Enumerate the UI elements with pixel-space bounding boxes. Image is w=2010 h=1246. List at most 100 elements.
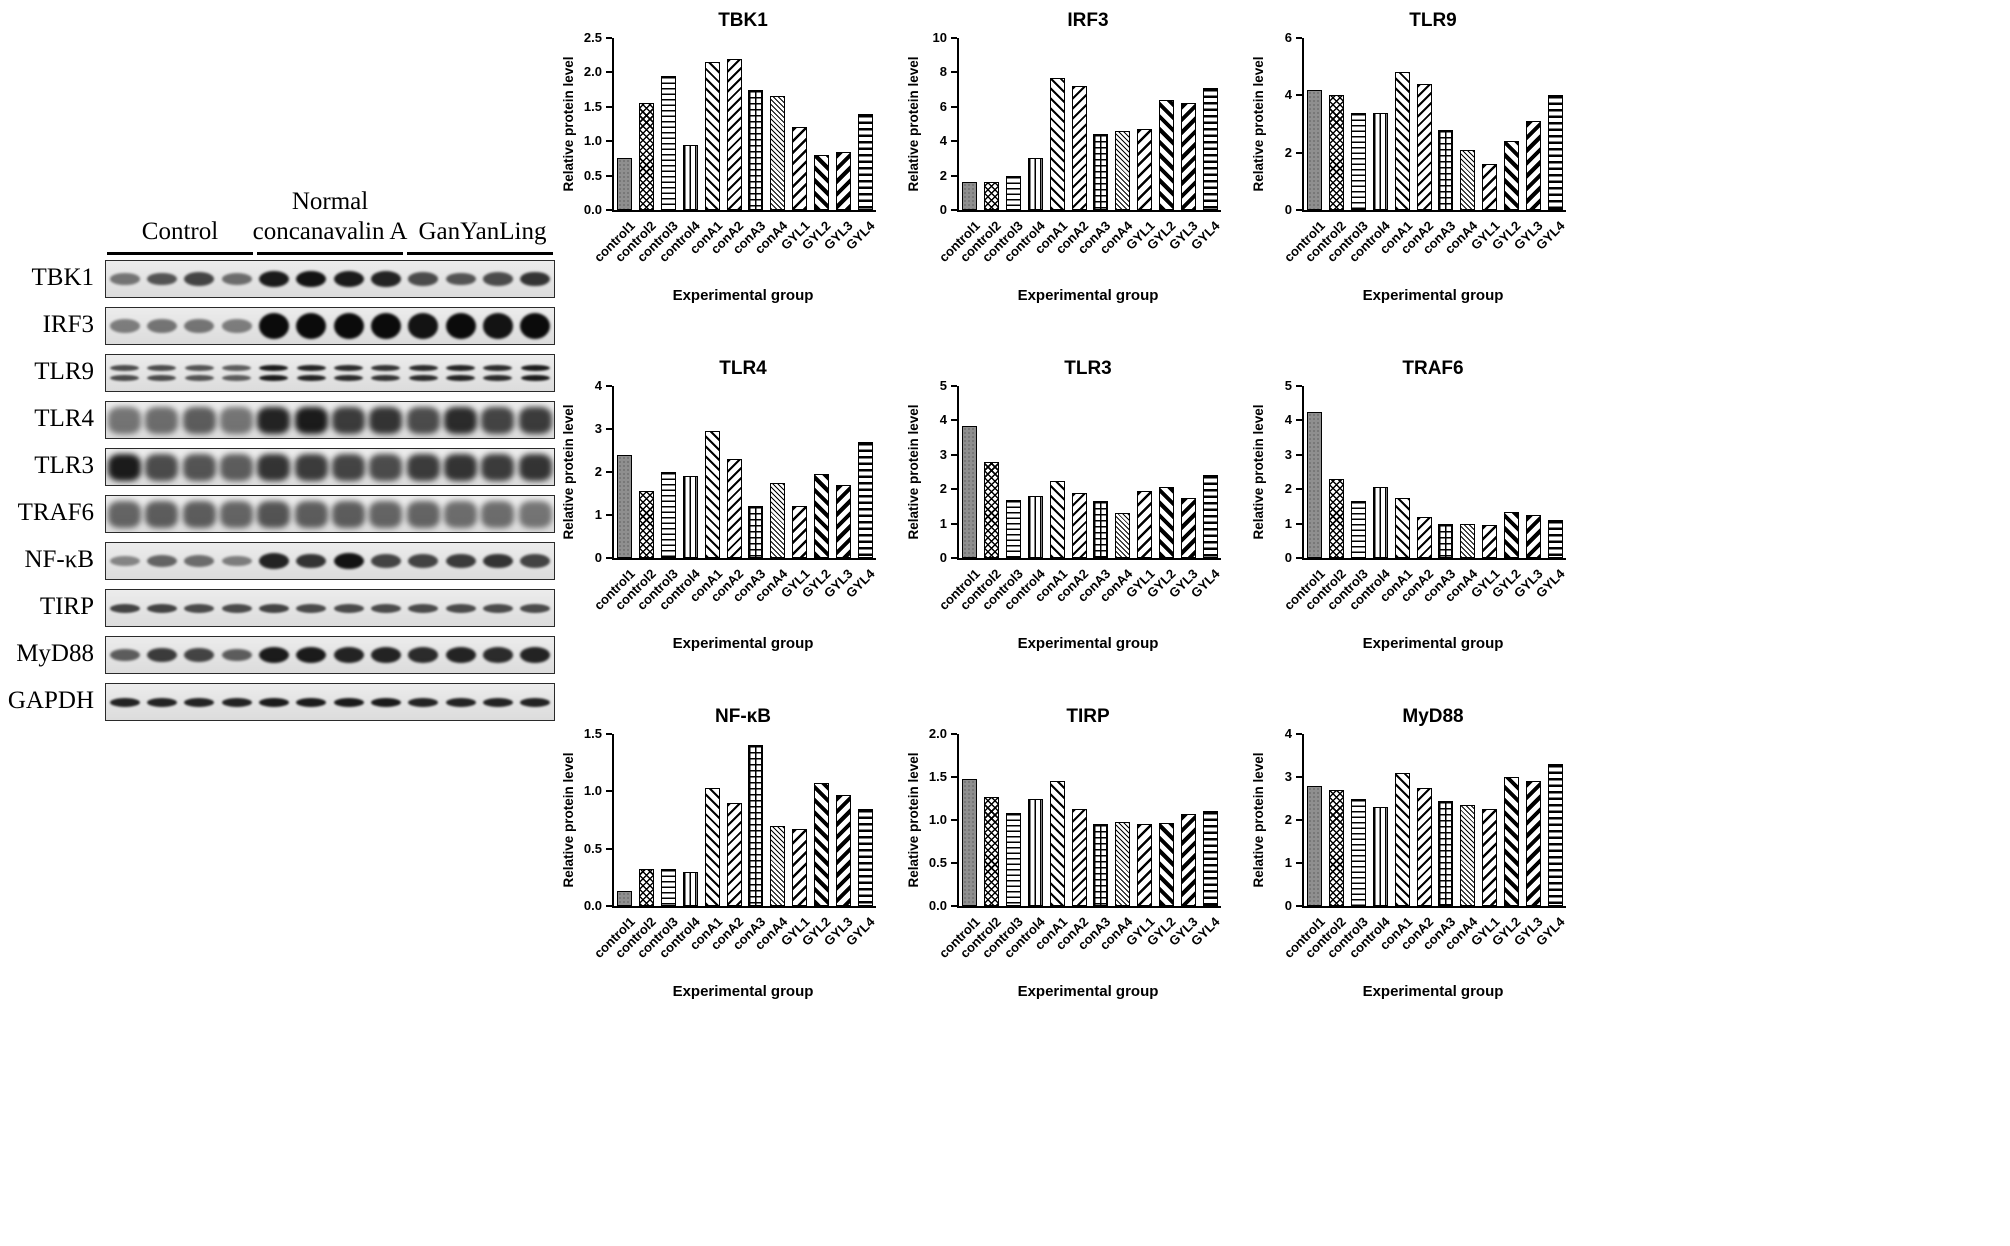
protein-band [444, 406, 478, 434]
blot-lane [255, 355, 292, 391]
protein-band [259, 375, 289, 381]
blot-lane [367, 496, 404, 532]
y-tick-mark [606, 471, 612, 473]
y-tick-mark [606, 557, 612, 559]
bar-GYL2 [1158, 487, 1174, 558]
bar-conA1 [1394, 72, 1410, 210]
blot-lane [405, 590, 442, 626]
protein-band [518, 500, 552, 528]
protein-band [221, 273, 252, 285]
blot-lane [218, 637, 255, 673]
y-tick-mark [1296, 385, 1302, 387]
blot-lane [143, 449, 180, 485]
protein-band [406, 500, 440, 528]
y-tick-label: 2.5 [583, 30, 602, 45]
bar-GYL2 [813, 783, 829, 906]
protein-band [370, 554, 401, 568]
blot-lane [405, 496, 442, 532]
blot-lane [106, 637, 143, 673]
bar-conA1 [1049, 781, 1065, 906]
bar-conA3 [1093, 824, 1109, 906]
y-tick-label: 1.5 [583, 98, 602, 114]
blot-lane [517, 308, 554, 344]
y-tick-mark [606, 71, 612, 74]
bar-control1 [617, 454, 633, 558]
y-tick-mark [1296, 419, 1302, 422]
y-tick-mark [951, 776, 957, 778]
chart-myd88: MyD88 Relative protein level 0 1 2 3 4 control1… [1245, 696, 1590, 1044]
blot-lane-strip [105, 354, 555, 392]
blot-lane [218, 543, 255, 579]
blot-lane [255, 543, 292, 579]
y-tick-mark [951, 71, 957, 74]
bar-control4 [1372, 487, 1388, 558]
y-tick-mark [951, 174, 957, 177]
y-tick-mark [951, 557, 957, 559]
blot-lane-strip [105, 495, 555, 533]
plot-area [957, 386, 1221, 560]
blot-lane-strip [105, 636, 555, 674]
protein-band [109, 555, 140, 567]
y-tick-mark [606, 847, 612, 850]
bar-GYL2 [1158, 822, 1174, 906]
blot-lane [367, 261, 404, 297]
blot-lane [405, 449, 442, 485]
y-tick-label: 0.0 [583, 898, 602, 913]
blot-lane [181, 449, 218, 485]
blot-lane [181, 261, 218, 297]
bar-control3 [1351, 112, 1367, 210]
blot-row-label: TLR3 [34, 452, 94, 479]
y-tick-mark [606, 174, 612, 177]
bar-GYL1 [1137, 824, 1153, 906]
bar-GYL4 [1202, 811, 1218, 906]
blot-lane [255, 308, 292, 344]
blot-row-label: NF-κB [24, 546, 94, 573]
protein-band [332, 453, 366, 481]
protein-band [258, 603, 289, 613]
protein-band [444, 500, 478, 528]
y-tick-label: 0 [939, 550, 947, 565]
y-tick-label: 0.5 [928, 855, 947, 870]
blot-lane [181, 590, 218, 626]
blot-lane [143, 355, 180, 391]
y-tick-label: 0.5 [583, 840, 602, 856]
blot-lane [479, 543, 516, 579]
blot-lane [479, 637, 516, 673]
protein-band [221, 648, 252, 662]
bar-conA2 [1071, 86, 1087, 210]
y-tick-label: 10 [932, 30, 947, 45]
bar-conA3 [748, 745, 764, 906]
plot-area [1302, 386, 1566, 560]
chart-tlr3: TLR3 Relative protein level 0 1 2 3 4 5 control1… [900, 348, 1245, 696]
protein-band [110, 375, 140, 381]
blot-lane [442, 543, 479, 579]
plot-area [612, 734, 876, 908]
blot-lane [255, 496, 292, 532]
bar-GYL1 [1137, 490, 1153, 558]
bar-control4 [1372, 112, 1388, 210]
group-header-control: Control [141, 218, 219, 245]
protein-band [408, 365, 438, 371]
blot-lane [218, 684, 255, 720]
blot-lane [517, 590, 554, 626]
blot-group-headers: Normal Control concanavalin A GanYanLing [10, 188, 558, 258]
protein-band [182, 406, 216, 434]
bar-conA1 [1394, 497, 1410, 558]
blot-row: TBK1 [10, 258, 558, 305]
bar-conA1 [1394, 772, 1410, 906]
blot-lane [218, 496, 255, 532]
bar-conA4 [1115, 821, 1131, 906]
bar-conA1 [704, 431, 720, 558]
y-tick-mark [1296, 557, 1302, 559]
chart-title: MyD88 [1402, 706, 1464, 727]
y-tick-mark [951, 419, 957, 422]
protein-band [333, 313, 364, 339]
blot-lane [106, 496, 143, 532]
x-axis-title: Experimental group [1017, 635, 1159, 652]
y-tick-mark [951, 488, 957, 491]
bar-conA1 [1049, 480, 1065, 558]
y-tick-label: 0 [939, 202, 947, 217]
y-tick-label: 1 [1284, 855, 1292, 870]
y-tick-label: 3 [1284, 446, 1292, 462]
bar-GYL2 [813, 474, 829, 558]
